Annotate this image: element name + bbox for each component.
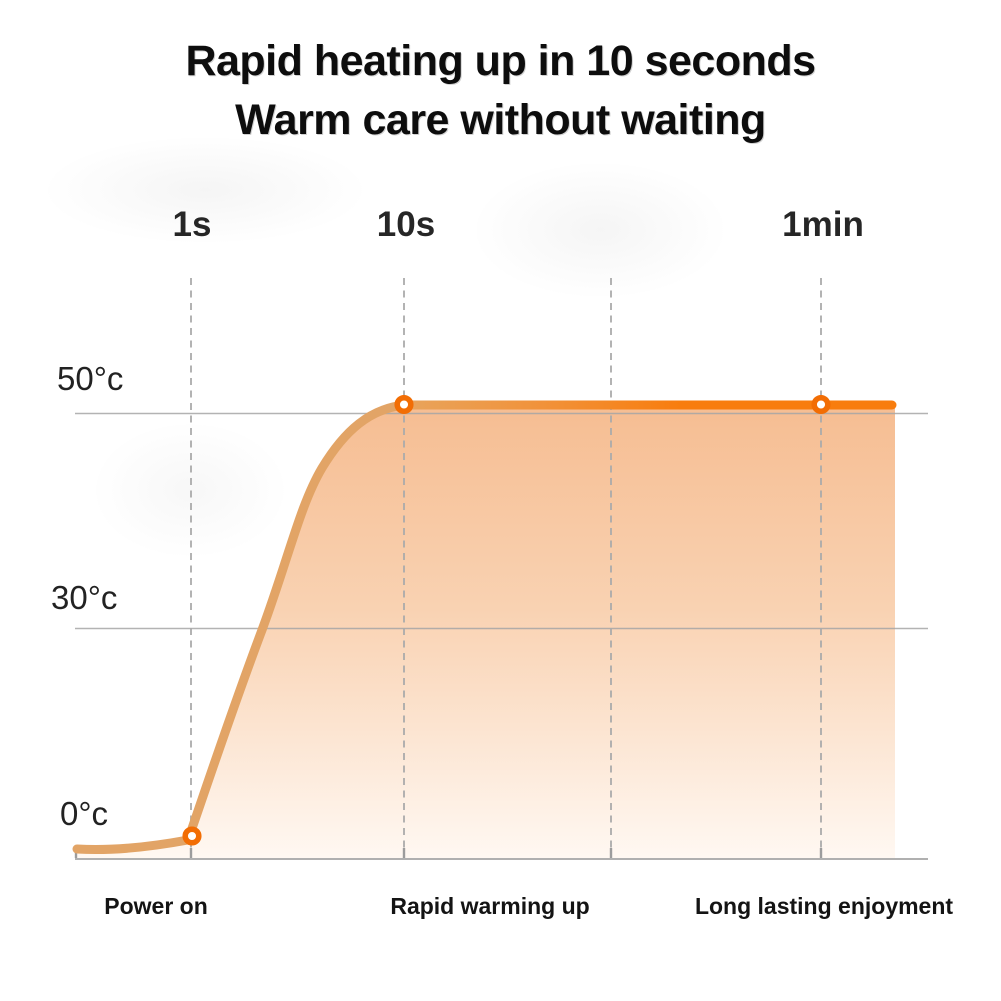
- x-marker-label-1min: 1min: [782, 205, 864, 244]
- dashed-time-lines: [190, 278, 822, 857]
- x-marker-label-1s: 1s: [172, 205, 212, 244]
- page-title: Rapid heating up in 10 seconds Warm care…: [0, 32, 1001, 151]
- stage-label-rapid-warming-up: Rapid warming up: [390, 893, 590, 919]
- stage-label-long-lasting-enjoyment: Long lasting enjoyment: [694, 893, 954, 919]
- marker-1min-50c: [811, 394, 831, 415]
- marker-power-on: [182, 826, 202, 846]
- marker-10s-50c: [394, 394, 414, 415]
- x-marker-label-10s: 10s: [376, 205, 436, 244]
- title-line-1: Rapid heating up in 10 seconds: [185, 37, 816, 85]
- temperature-area-fill: [77, 406, 895, 858]
- temperature-curve-rise: [72, 400, 409, 855]
- axis-ticks: [74, 846, 823, 858]
- y-tick-label-50c: 50°c: [57, 360, 124, 397]
- title-line-2: Warm care without waiting: [235, 96, 766, 145]
- data-point-markers: [182, 394, 831, 846]
- y-tick-label-30c: 30°c: [51, 579, 118, 616]
- y-tick-label-0c: 0°c: [60, 795, 109, 832]
- stage-label-power-on: Power on: [104, 893, 208, 919]
